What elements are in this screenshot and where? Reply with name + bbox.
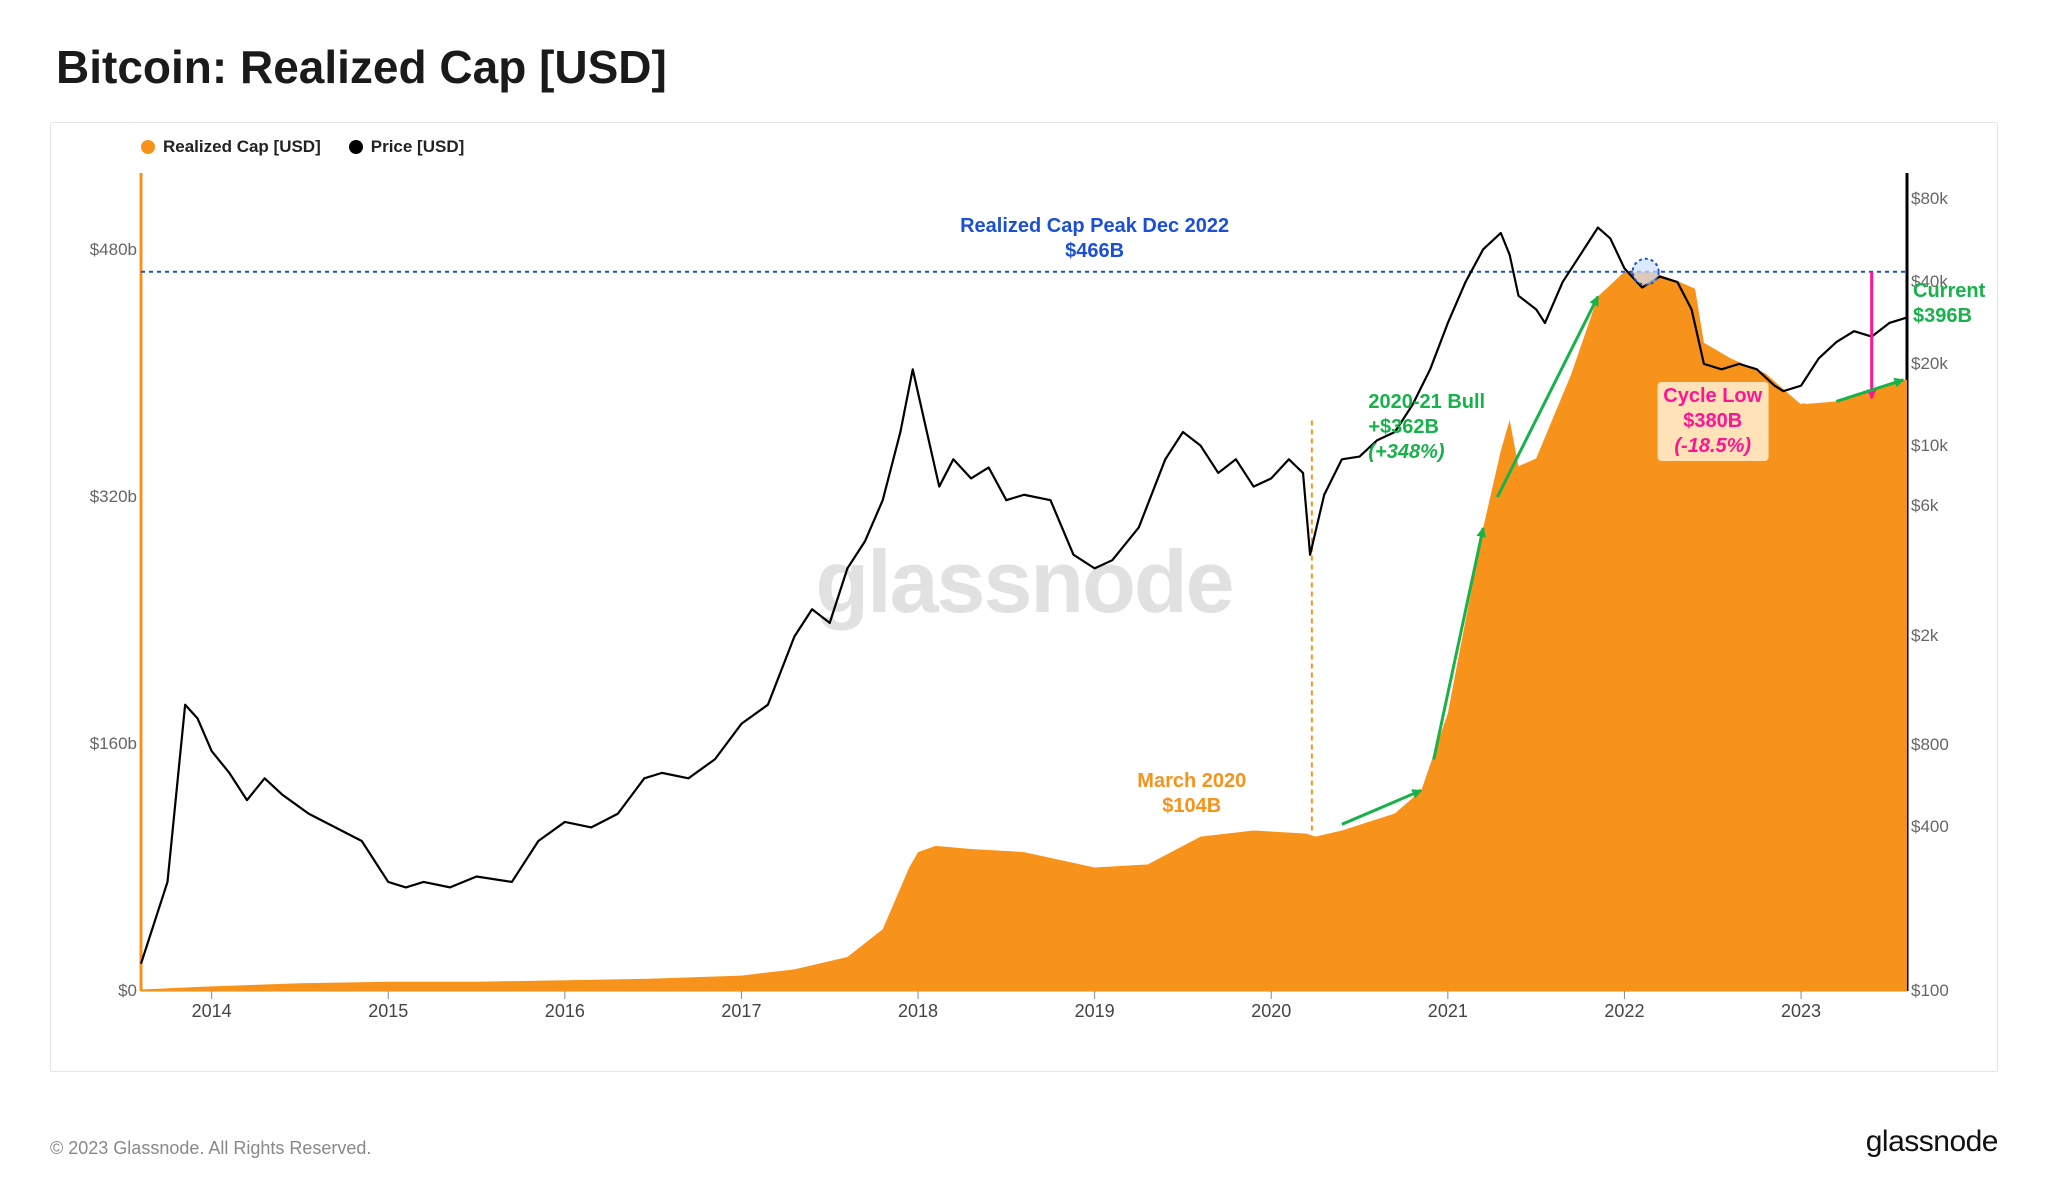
y-right-tick: $800 [1911,735,1991,755]
annotation-peak-line1: Realized Cap Peak Dec 2022 [960,214,1229,239]
chart-container: Realized Cap [USD] Price [USD] $0 $160b $3… [50,122,1998,1072]
plot-area: glassnode Realized Cap Peak Dec 2022 $46… [141,173,1907,991]
legend-label-price: Price [USD] [371,137,465,157]
annotation-march-line1: March 2020 [1137,769,1246,794]
annotation-current-line1: Current [1913,279,1985,304]
annotation-peak-line2: $466B [960,239,1229,264]
annotation-peak: Realized Cap Peak Dec 2022 $466B [960,214,1229,264]
x-tick: 2022 [1604,1001,1644,1022]
x-tick: 2020 [1251,1001,1291,1022]
legend-item-price: Price [USD] [349,137,465,157]
y-left-tick: $0 [57,981,137,1001]
annotation-march2020: March 2020 $104B [1137,769,1246,819]
legend-label-realized: Realized Cap [USD] [163,137,321,157]
annotation-bull-line1: 2020-21 Bull [1368,390,1485,415]
x-tick: 2017 [721,1001,761,1022]
legend: Realized Cap [USD] Price [USD] [141,137,464,157]
copyright: © 2023 Glassnode. All Rights Reserved. [50,1138,371,1159]
x-axis: 2014 2015 2016 2017 2018 2019 2020 2021 2022 2023 [141,1001,1907,1031]
annotation-march-line2: $104B [1137,794,1246,819]
y-right-tick: $6k [1911,496,1991,516]
brand-logo: glassnode [1866,1125,1998,1159]
annotation-bull-line3: (+348%) [1368,440,1485,465]
y-left-tick: $320b [57,487,137,507]
legend-swatch-realized [141,140,155,154]
footer: © 2023 Glassnode. All Rights Reserved. g… [50,1125,1998,1159]
x-tick: 2019 [1075,1001,1115,1022]
y-right-tick: $400 [1911,817,1991,837]
x-tick: 2016 [545,1001,585,1022]
legend-swatch-price [349,140,363,154]
y-right-tick: $100 [1911,981,1991,1001]
x-tick: 2023 [1781,1001,1821,1022]
y-right-tick: $20k [1911,354,1991,374]
y-left-tick: $480b [57,240,137,260]
x-tick: 2021 [1428,1001,1468,1022]
x-tick: 2018 [898,1001,938,1022]
annotation-cycle-low: Cycle Low $380B (-18.5%) [1657,382,1768,461]
annotation-bull: 2020-21 Bull +$362B (+348%) [1368,390,1485,465]
annotation-current-line2: $396B [1913,304,1985,329]
y-left-tick: $160b [57,734,137,754]
annotation-current: Current $396B [1913,279,1985,329]
plot-svg [141,173,1907,991]
x-tick: 2015 [368,1001,408,1022]
y-right-tick: $10k [1911,436,1991,456]
y-axis-left: $0$160b$320b$480b [57,173,137,991]
x-tick: 2014 [192,1001,232,1022]
annotation-cycle-line2: $380B [1663,409,1762,434]
y-right-tick: $2k [1911,626,1991,646]
annotation-bull-line2: +$362B [1368,415,1485,440]
annotation-cycle-line3: (-18.5%) [1663,434,1762,459]
legend-item-realized: Realized Cap [USD] [141,137,321,157]
y-right-tick: $80k [1911,189,1991,209]
chart-title: Bitcoin: Realized Cap [USD] [56,40,1998,94]
annotation-cycle-line1: Cycle Low [1663,384,1762,409]
